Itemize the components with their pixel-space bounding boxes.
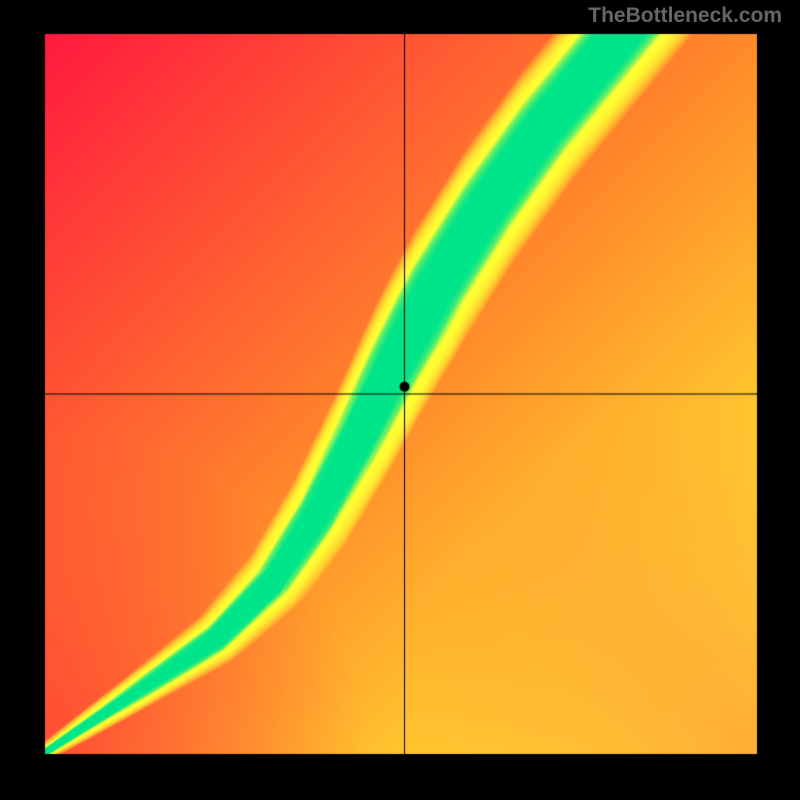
bottleneck-heatmap: [0, 0, 800, 800]
chart-container: TheBottleneck.com: [0, 0, 800, 800]
watermark-text: TheBottleneck.com: [588, 4, 782, 28]
